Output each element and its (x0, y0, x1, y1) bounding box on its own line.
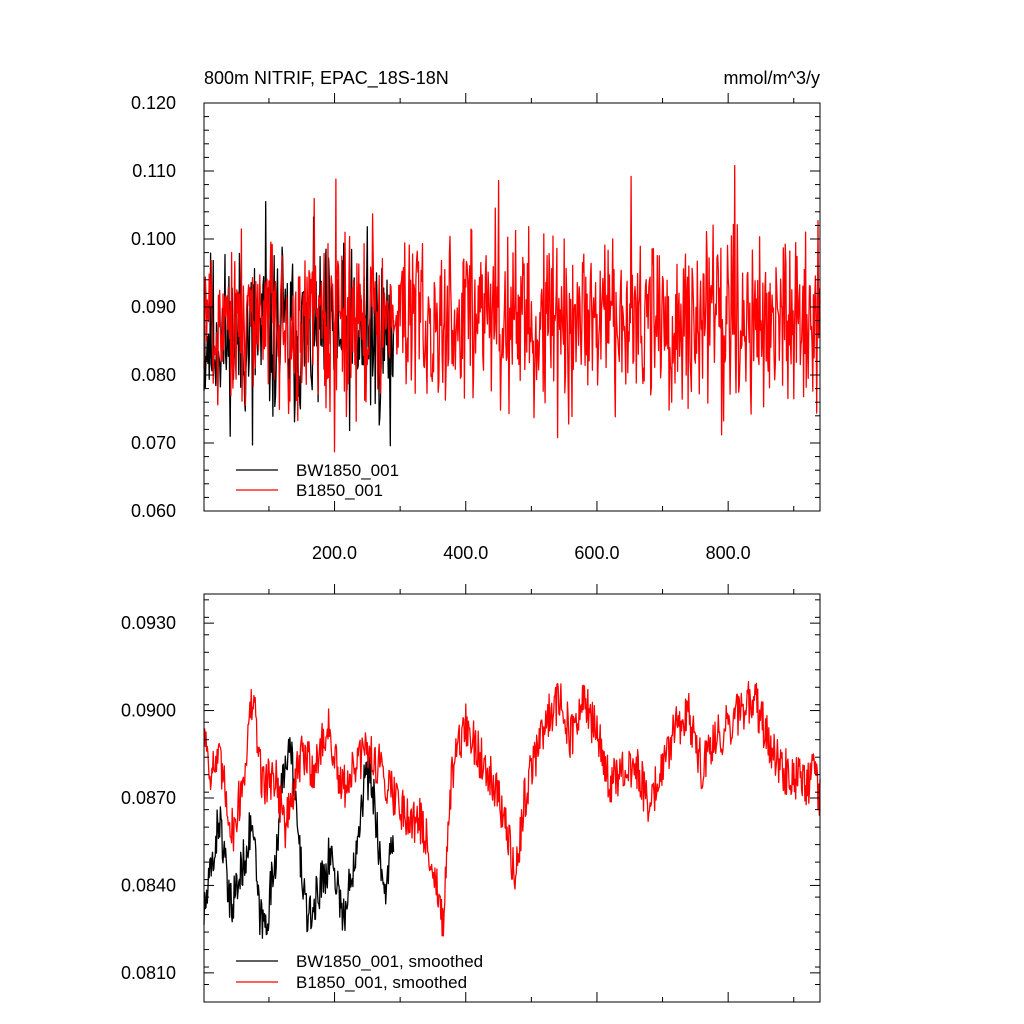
legend-label-bw1850-smoothed: BW1850_001, smoothed (296, 952, 483, 971)
series-lines (203, 164, 821, 453)
y-tick-label: 0.0870 (121, 788, 176, 808)
y-tick-label: 0.0930 (121, 613, 176, 633)
bottom-panel: 0.0810 0.0840 0.0870 0.0900 0.0930 BW1850_00… (121, 584, 821, 1003)
series-line-bw1850-001-smoothed (203, 737, 395, 939)
y-tick-label: 0.070 (131, 433, 176, 453)
series-line-b1850-001 (203, 164, 821, 453)
units-label: mmol/m^3/y (724, 68, 820, 88)
legend-label-b1850: B1850_001 (296, 481, 383, 500)
x-tick-label: 400.0 (443, 543, 488, 563)
x-tick-label: 600.0 (574, 543, 619, 563)
top-panel: 800m NITRIF, EPAC_18S-18N mmol/m^3/y 0.0… (131, 68, 821, 563)
y-tick-label: 0.120 (131, 93, 176, 113)
x-tick-label: 800.0 (706, 543, 751, 563)
y-tick-label: 0.060 (131, 501, 176, 521)
y-tick-label: 0.100 (131, 229, 176, 249)
series-line-b1850-001-smoothed (203, 681, 821, 937)
axes: 0.060 0.070 0.080 0.090 0.100 0.110 0.120 200.0… (131, 93, 821, 563)
y-tick-label: 0.110 (132, 161, 176, 181)
y-tick-label: 0.0840 (121, 875, 176, 895)
legend-label-bw1850: BW1850_001 (296, 461, 399, 480)
y-tick-label: 0.0900 (121, 701, 176, 721)
axes: 0.0810 0.0840 0.0870 0.0900 0.0930 (121, 584, 821, 1003)
series-lines (203, 681, 821, 939)
y-tick-label: 0.080 (131, 365, 176, 385)
legend: BW1850_001 B1850_001 (236, 461, 399, 500)
x-tick-label: 200.0 (312, 543, 357, 563)
y-tick-label: 0.090 (131, 297, 176, 317)
panel-title: 800m NITRIF, EPAC_18S-18N (204, 68, 449, 89)
legend-label-b1850-smoothed: B1850_001, smoothed (296, 973, 467, 992)
legend: BW1850_001, smoothed B1850_001, smoothed (236, 952, 483, 992)
y-tick-label: 0.0810 (121, 963, 176, 983)
